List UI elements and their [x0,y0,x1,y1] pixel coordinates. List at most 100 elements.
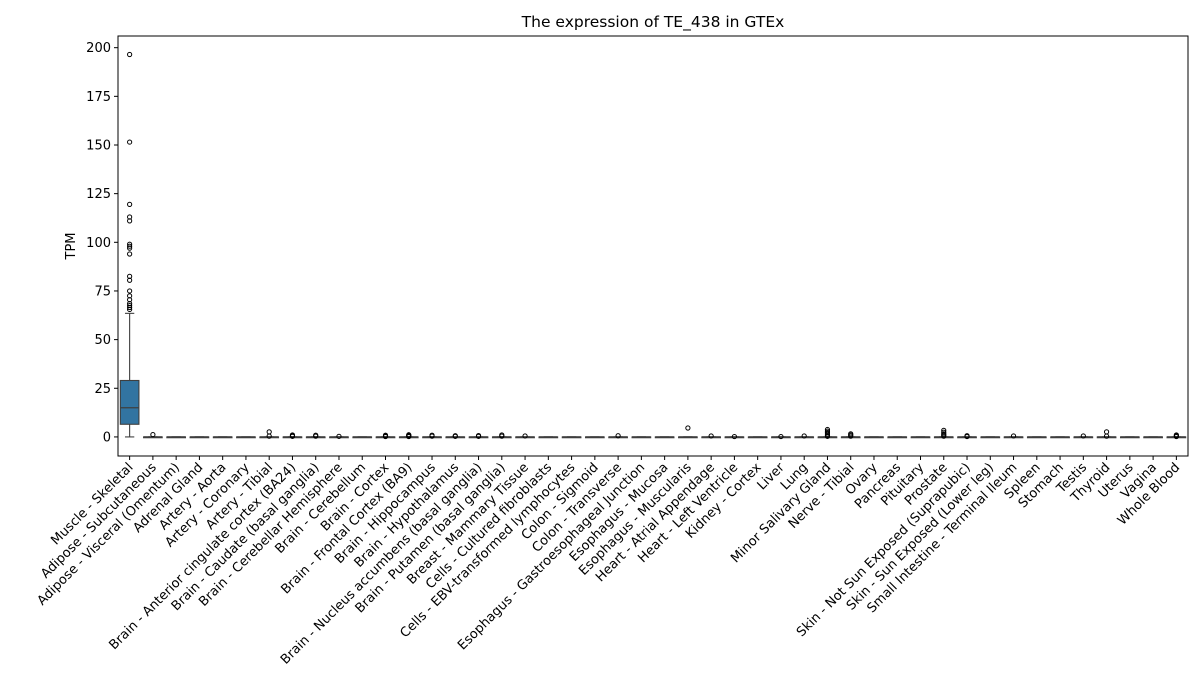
outlier-point [941,429,947,435]
y-tick-label: 0 [103,430,111,445]
outlier-point [801,433,807,439]
y-tick-label: 100 [86,236,111,251]
outlier-point [127,241,133,247]
box-group [840,431,861,439]
outlier-point [127,288,133,294]
box-group [701,433,722,439]
box-group [166,436,187,439]
box-group [398,432,419,440]
outlier-point [522,433,528,439]
box-group [1119,436,1140,439]
box-group [515,433,535,439]
outlier-point [127,251,133,257]
box-group [352,436,373,439]
box-group [236,436,256,439]
outlier-point [127,51,133,58]
box-group [491,432,512,439]
box-group [654,436,675,439]
outlier-point [778,433,784,440]
y-tick-label: 50 [94,333,111,348]
box-group [794,433,815,439]
outlier-point [1080,433,1086,439]
box-group [724,433,745,440]
outlier-point [964,433,970,439]
outlier-point [127,139,133,145]
outlier-point [708,433,714,439]
y-tick-label: 25 [94,382,111,397]
y-tick-label: 150 [86,138,111,153]
box-group [282,432,303,439]
box-group [189,436,210,439]
box-group [631,436,652,439]
box-group [817,426,838,439]
box-group [1143,436,1163,439]
y-axis: 0 25 50 75 100 125 150 175 200 [86,41,118,445]
plot-frame [117,35,1189,457]
box-group [305,432,326,439]
outlier-point [150,431,156,438]
box-group [1050,436,1070,439]
y-tick-label: 175 [86,90,111,105]
outlier-point [685,425,691,431]
outlier-point [313,432,319,438]
box-group [143,431,163,439]
outlier-point [127,293,133,299]
outlier-point [127,243,133,249]
outlier-point [406,432,412,438]
box-group [887,436,908,439]
box-group [1026,436,1047,439]
outlier-point [452,433,458,439]
outlier-point [429,432,435,438]
chart-title: The expression of TE_438 in GTEx [521,13,785,32]
box-group [1003,433,1024,439]
box-group [1073,433,1094,439]
outlier-point [127,273,133,279]
box-group [445,433,466,439]
y-tick-label: 125 [86,187,111,202]
outlier-point [848,431,854,437]
box-group [747,436,768,439]
box-group [1096,429,1117,439]
outlier-point [127,302,133,309]
boxes-layer [119,51,1187,440]
outlier-point [941,427,947,433]
outlier-point [289,432,296,438]
box-group [561,436,582,439]
box-group [771,433,791,440]
outlier-point [824,428,831,434]
outlier-point [824,426,831,433]
outlier-point [941,431,947,437]
box-group [910,436,931,439]
box-group [422,432,442,439]
outlier-point [475,432,482,439]
outlier-point [266,429,272,435]
box-group [957,433,977,440]
box-group [259,429,280,439]
outlier-point [731,433,738,440]
outlier-point [1103,429,1110,435]
box-group [1166,432,1187,440]
box-group [608,433,628,439]
y-tick-label: 200 [86,41,111,56]
outlier-point [499,432,505,438]
outlier-point [1010,433,1017,439]
outlier-point [336,433,342,439]
box-group [375,432,396,440]
box-group [584,436,605,439]
outlier-point [127,214,133,220]
box-group [980,436,1001,439]
box-body [119,379,140,425]
outlier-point [382,432,389,438]
box-group [864,436,884,439]
box-group [119,51,140,438]
outlier-point [1173,432,1179,438]
box-group [538,436,559,439]
box-group [329,433,349,439]
box-group [678,425,698,439]
y-tick-label: 75 [94,284,111,299]
box-group [933,427,954,439]
box-group [468,432,489,439]
outlier-point [615,433,621,439]
